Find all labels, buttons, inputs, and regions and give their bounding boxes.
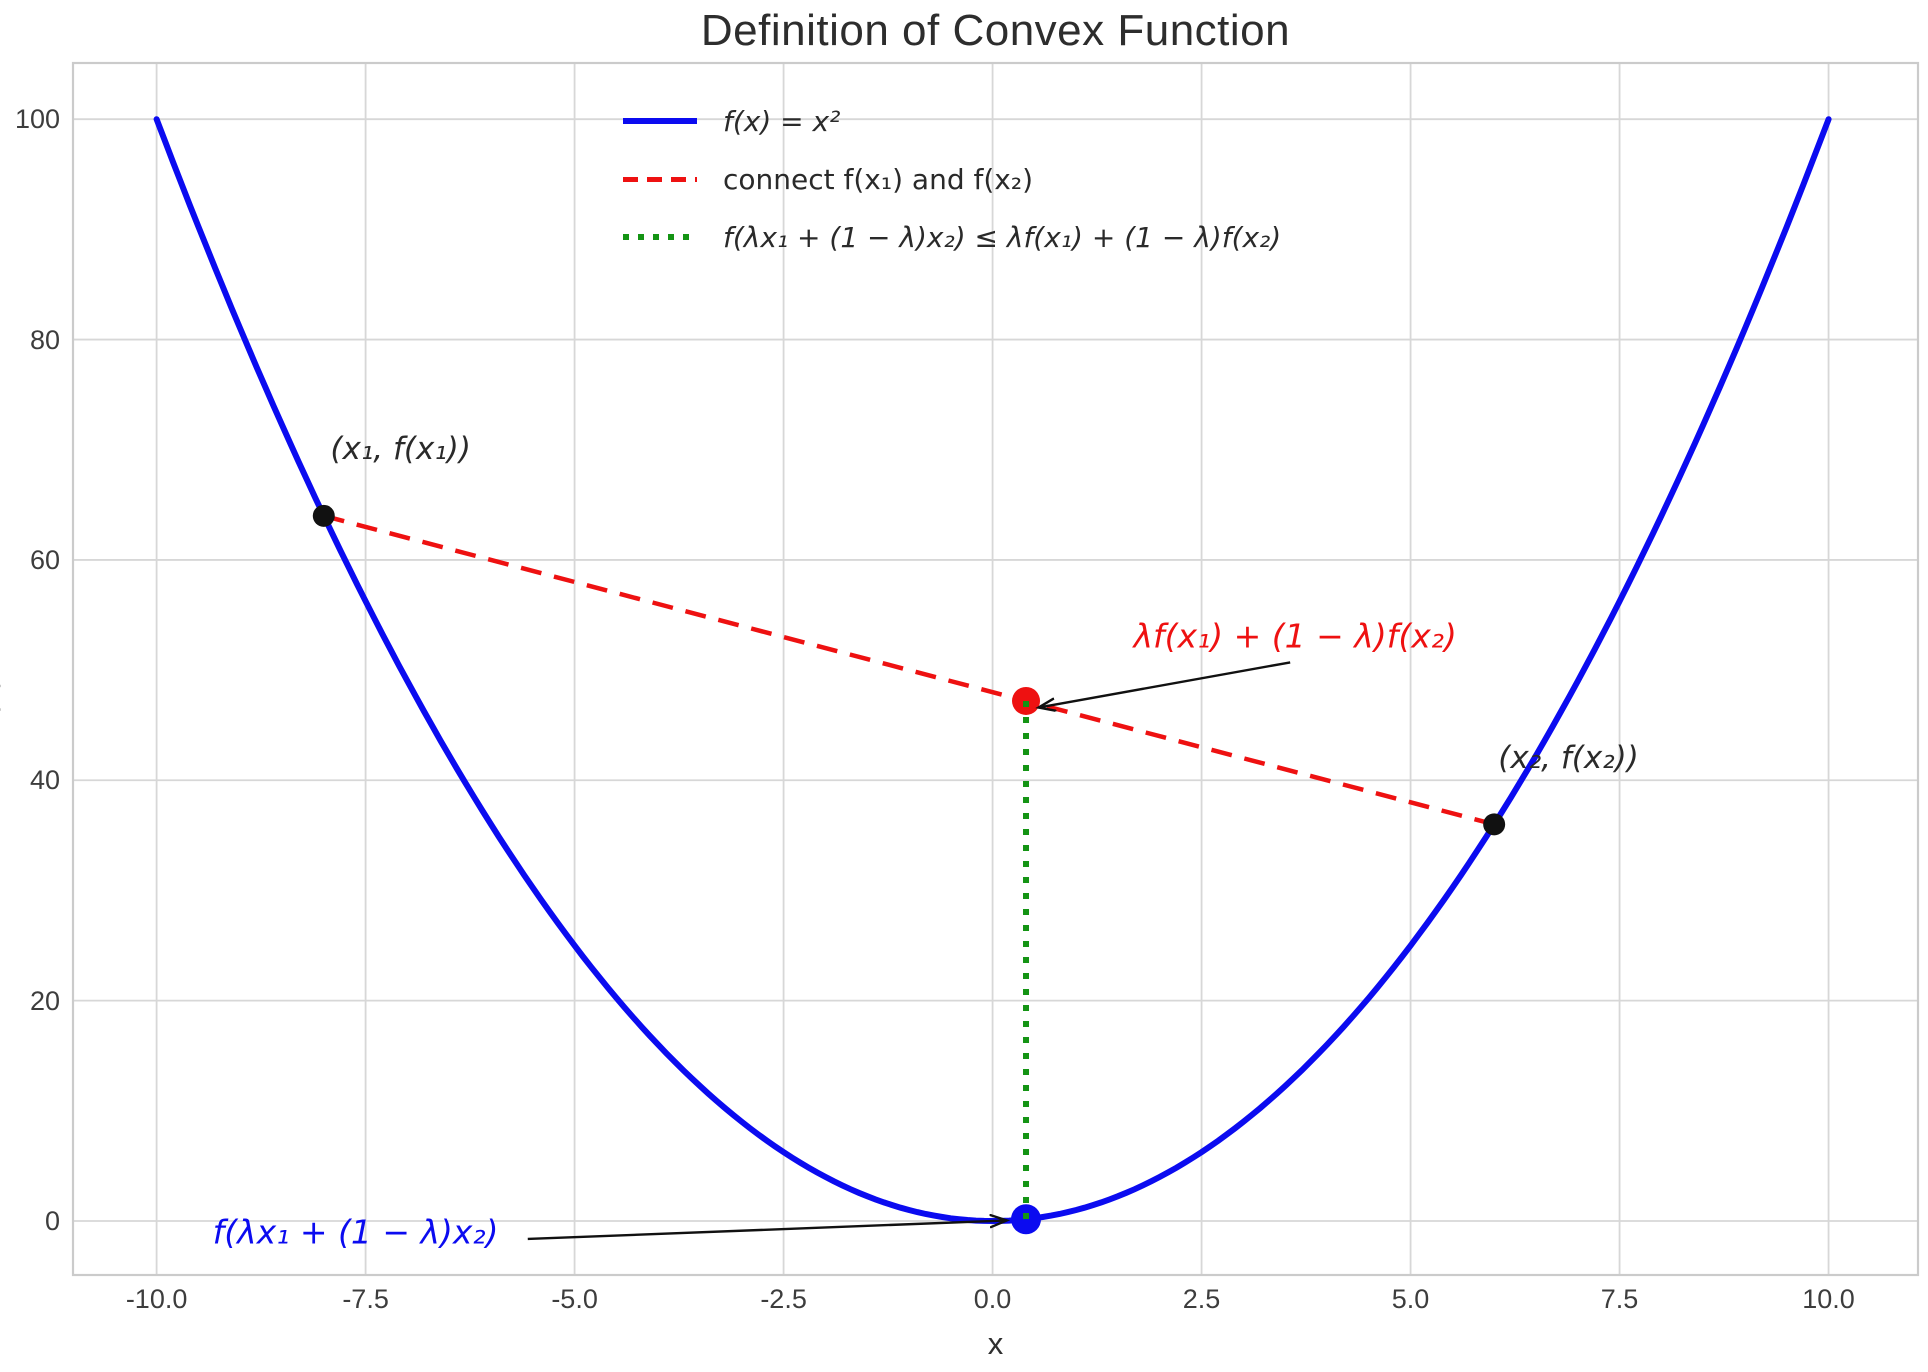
x-tick-label: -5.0 [551, 1284, 598, 1314]
legend-label: f(x) = x² [723, 104, 841, 138]
legend-swatch-red-dashed-line [623, 176, 697, 182]
chart-title: Definition of Convex Function [700, 6, 1291, 55]
x-tick-label: -2.5 [760, 1284, 807, 1314]
y-tick-label: 80 [29, 324, 60, 355]
legend-entry-curve: f(x) = x² [623, 92, 1281, 150]
legend-entry-chord: connect f(x₁) and f(x₂) [623, 150, 1281, 208]
x-tick-label: 0.0 [973, 1284, 1012, 1314]
curve-value-annotation: f(λx₁ + (1 − λ)x₂) [212, 1212, 499, 1252]
chord-value-annotation: λf(x₁) + (1 − λ)f(x₂) [1133, 616, 1457, 656]
y-tick-label: 40 [29, 765, 60, 796]
legend: f(x) = x² connect f(x₁) and f(x₂) f(λx₁ … [623, 92, 1281, 266]
x-tick-label: 2.5 [1182, 1284, 1221, 1314]
legend-label: connect f(x₁) and f(x₂) [723, 162, 1033, 196]
y-tick-label: 60 [29, 544, 60, 575]
legend-entry-inequality: f(λx₁ + (1 − λ)x₂) ≤ λf(x₁) + (1 − λ)f(x… [623, 208, 1281, 266]
legend-label: f(λx₁ + (1 − λ)x₂) ≤ λf(x₁) + (1 − λ)f(x… [723, 220, 1282, 254]
y-tick-label: 0 [44, 1206, 60, 1236]
point2-coordinate-label: (x₂, f(x₂)) [1498, 740, 1639, 777]
point1-coordinate-label: (x₁, f(x₁)) [330, 430, 471, 467]
x-tick-label: 10.0 [1802, 1284, 1855, 1314]
legend-swatch-blue-solid-line [623, 118, 697, 124]
x-tick-label: 7.5 [1600, 1284, 1639, 1314]
x-tick-label: -7.5 [342, 1284, 389, 1314]
x-tick-label: -10.0 [125, 1284, 188, 1314]
y-tick-label: 20 [29, 985, 60, 1016]
y-axis-label: f(x) [0, 673, 4, 727]
x-axis-label: x [987, 1326, 1004, 1361]
y-tick-label: 100 [14, 104, 60, 135]
x-tick-label: 5.0 [1391, 1284, 1430, 1314]
legend-swatch-green-dotted-line [623, 234, 697, 240]
